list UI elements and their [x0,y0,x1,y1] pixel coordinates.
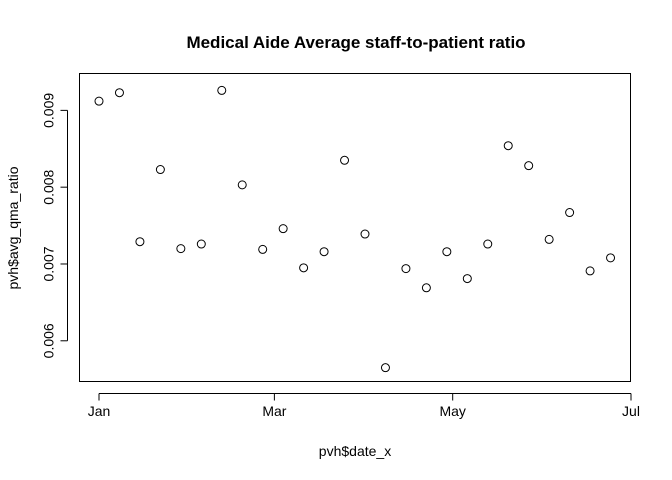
x-tick-label: May [439,403,465,419]
data-point [585,266,595,276]
data-point [544,234,554,244]
data-point [565,208,575,218]
plot-area-border [79,73,631,382]
y-axis-label: pvh$avg_qma_ratio [5,166,21,289]
data-point [442,247,452,257]
data-point [380,363,390,373]
data-point [299,263,309,273]
points-layer [94,85,616,373]
x-axis-label: pvh$date_x [319,443,391,459]
y-axis: 0.006 0.007 0.008 0.009 [41,93,68,358]
y-tick-label: 0.009 [41,93,57,128]
data-point [94,96,104,106]
data-point [606,253,616,263]
chart-title: Medical Aide Average staff-to-patient ra… [186,33,525,52]
data-point [114,88,124,98]
y-tick-label: 0.008 [41,169,57,204]
x-tick-label: Mar [262,403,286,419]
data-point [237,180,247,190]
data-point [503,141,513,151]
data-point [258,244,268,254]
y-tick-label: 0.006 [41,323,57,358]
data-point [483,239,493,249]
data-point [278,224,288,234]
data-point [360,229,370,239]
data-point [401,264,411,274]
data-point [421,283,431,293]
data-point [524,161,534,171]
data-point [319,247,329,257]
data-point [217,85,227,95]
data-point [155,165,165,175]
x-tick-label: Jul [622,403,640,419]
data-point [196,239,206,249]
y-tick-label: 0.007 [41,246,57,281]
x-tick-label: Jan [88,403,111,419]
data-point [135,237,145,247]
data-point [462,274,472,284]
x-axis: Jan Mar May Jul [88,393,640,419]
data-point [176,244,186,254]
data-point [340,155,350,165]
